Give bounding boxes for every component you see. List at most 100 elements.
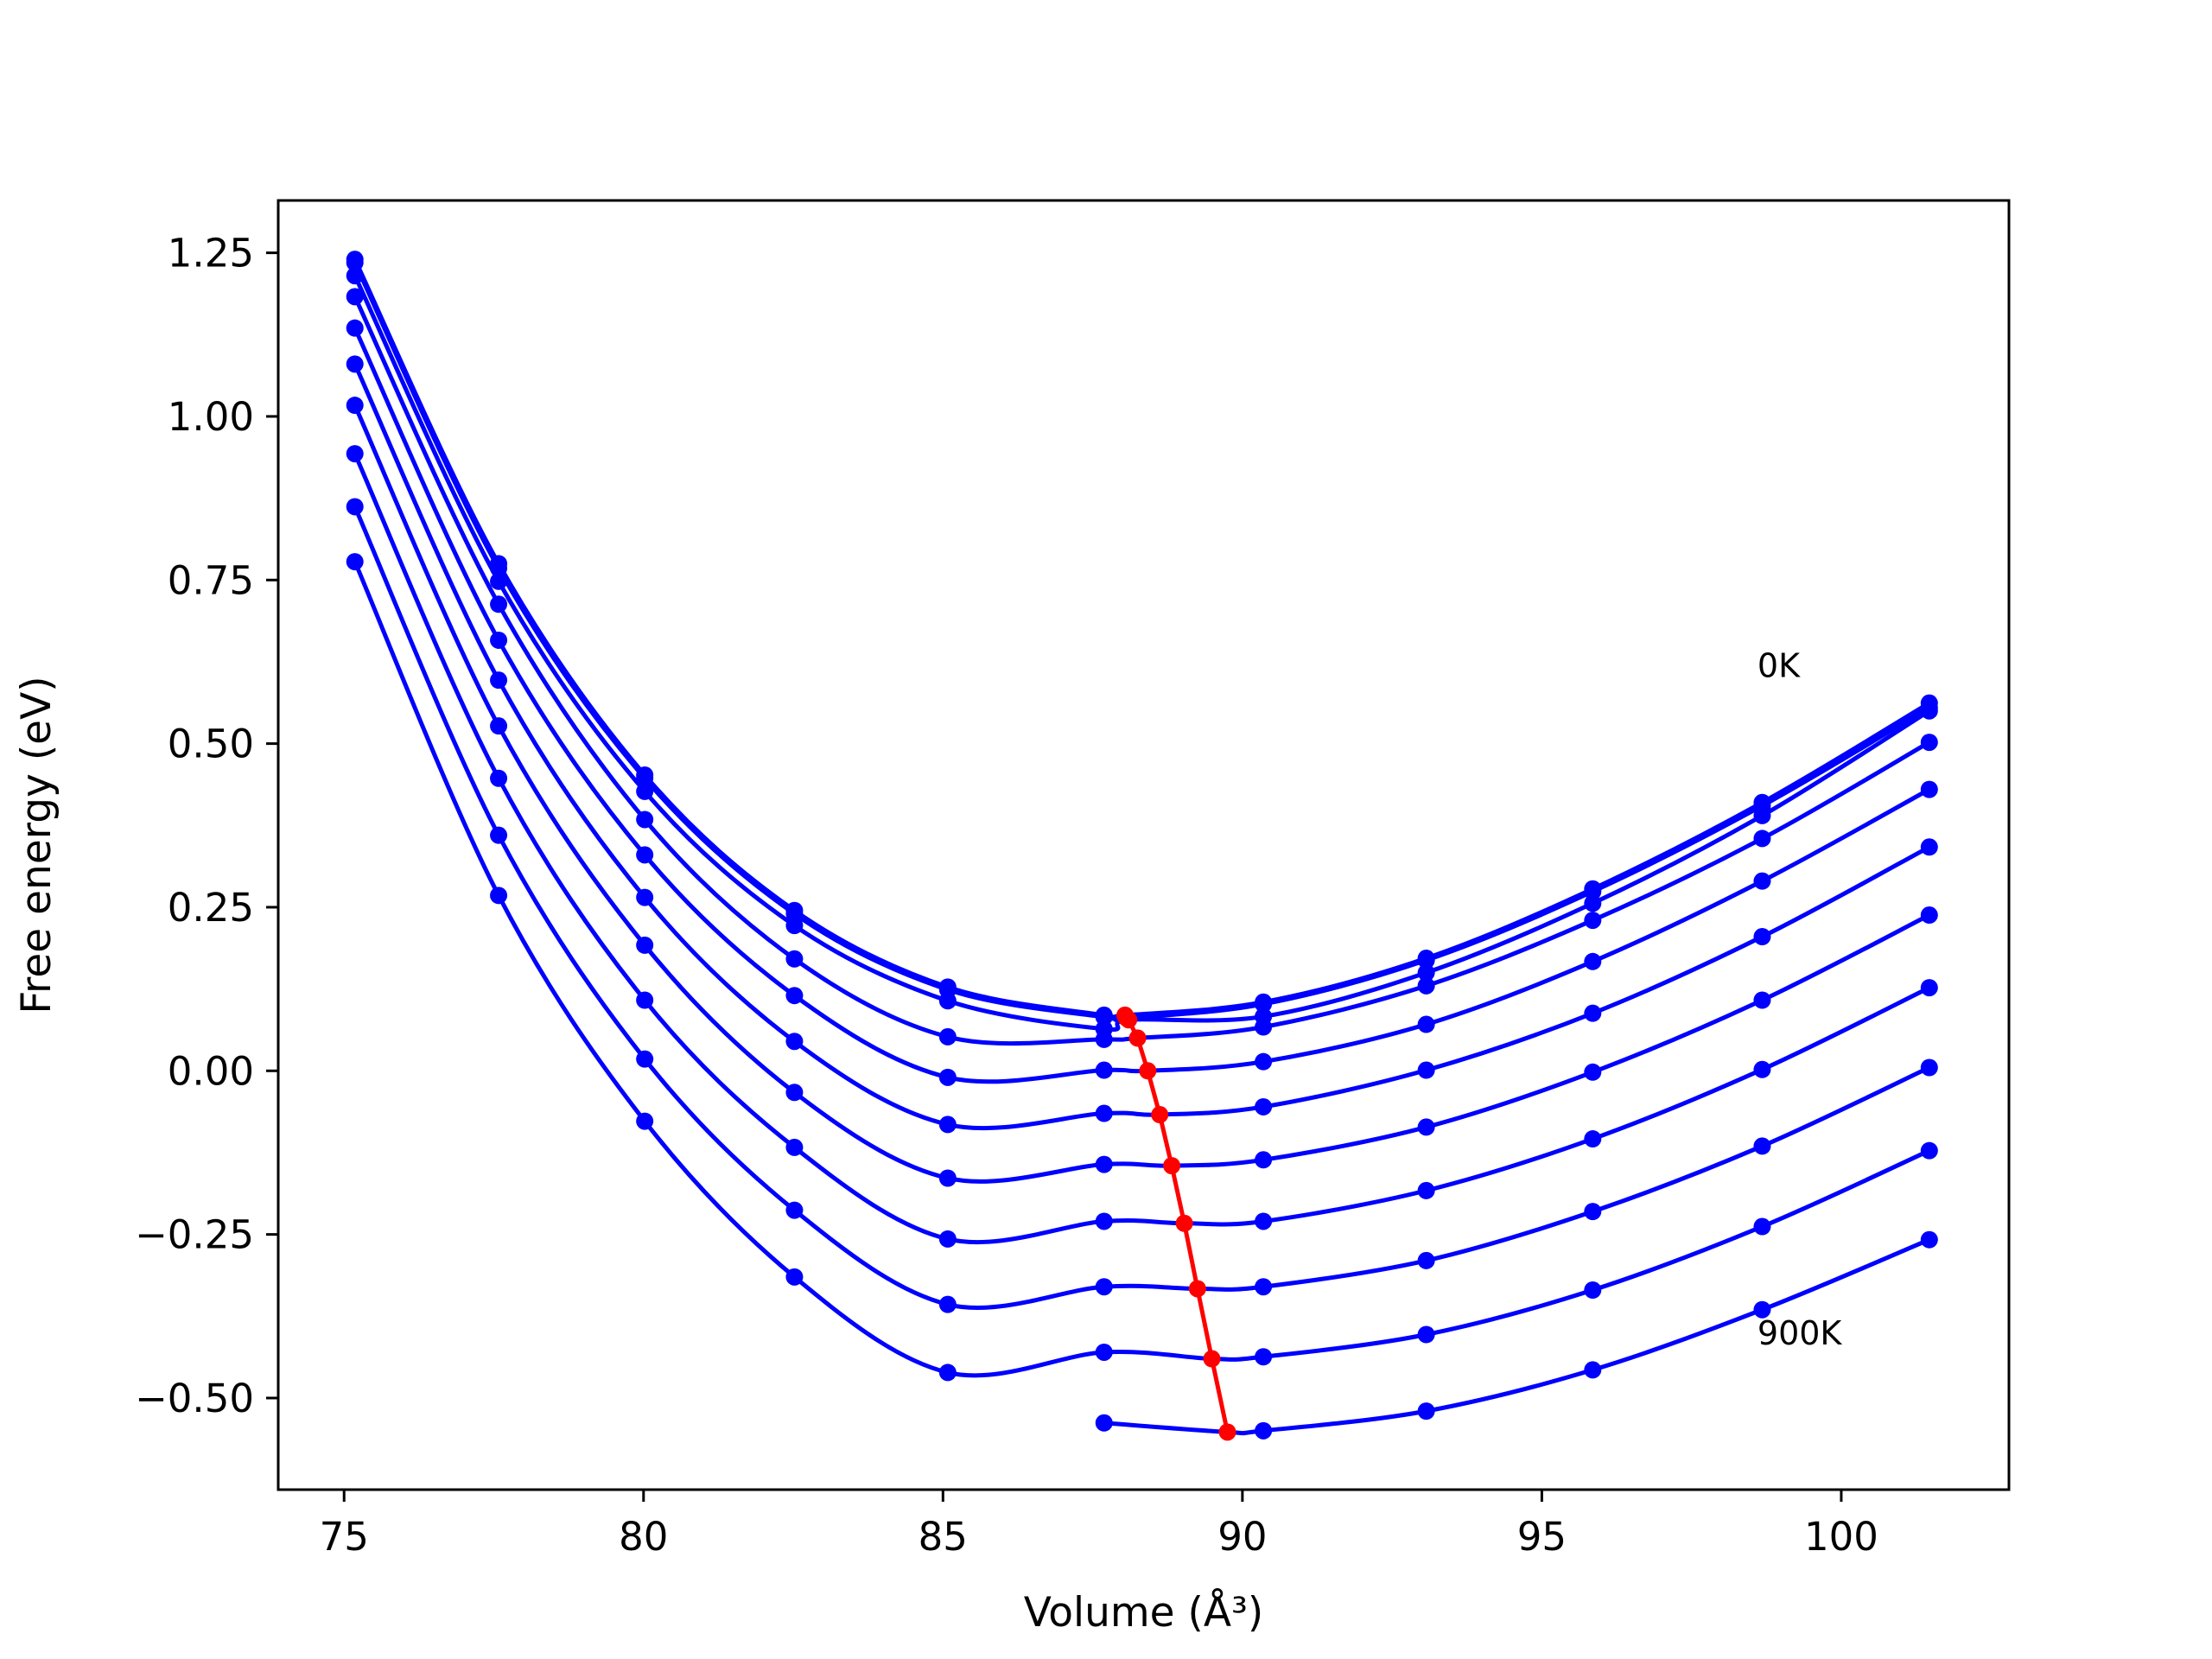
data-point [1417, 1061, 1435, 1079]
data-point [1095, 1212, 1113, 1230]
data-point [1920, 1141, 1938, 1160]
data-point [490, 631, 508, 649]
data-point [1753, 928, 1771, 946]
data-point [1095, 1343, 1113, 1361]
data-point [490, 671, 508, 690]
minimum-point [1163, 1157, 1181, 1175]
data-point [1095, 1030, 1113, 1048]
data-point [346, 319, 364, 337]
plot-frame [276, 199, 2011, 1491]
data-point [1255, 1348, 1273, 1366]
data-point [1095, 1104, 1113, 1122]
data-point [490, 887, 508, 905]
data-point [1920, 1058, 1938, 1077]
data-point [1417, 1251, 1435, 1269]
data-point [1584, 1281, 1602, 1300]
series-line-1 [353, 261, 1931, 1023]
data-point [938, 1027, 957, 1046]
x-axis-label: Volume (Å³) [1024, 1589, 1263, 1637]
minimum-point [1175, 1214, 1193, 1232]
data-point [785, 1084, 804, 1102]
data-point [938, 1230, 957, 1248]
data-point [490, 717, 508, 735]
y-tick-label: 0.25 [168, 885, 254, 931]
data-point [1255, 995, 1273, 1014]
data-point [346, 498, 364, 516]
data-point [938, 1363, 957, 1382]
series-line-8 [353, 505, 1930, 1310]
data-point [636, 769, 654, 787]
x-tick-label: 80 [619, 1514, 668, 1560]
y-tick-label: −0.50 [135, 1376, 254, 1421]
data-point [636, 1112, 654, 1130]
data-point [1255, 1151, 1273, 1169]
data-point [785, 1268, 804, 1286]
y-tick-label: −0.25 [135, 1212, 254, 1258]
y-tick-label: 0.00 [168, 1048, 254, 1094]
data-point [1920, 1230, 1938, 1249]
minimum-point [1188, 1280, 1206, 1298]
curve-layer [346, 251, 1938, 1440]
y-tick-label: 0.75 [168, 557, 254, 603]
data-point [1920, 906, 1938, 925]
data-point [1920, 780, 1938, 798]
data-point [938, 1169, 957, 1187]
minimum-point [1139, 1062, 1157, 1080]
y-axis-label: Free energy (eV) [13, 676, 60, 1014]
data-point [1255, 1278, 1273, 1296]
data-point [1095, 1278, 1113, 1296]
data-point [346, 397, 364, 415]
data-point [1417, 976, 1435, 995]
data-point [636, 1050, 654, 1068]
data-point [1255, 1421, 1273, 1440]
x-tick-label: 75 [320, 1514, 369, 1560]
minimum-point [1203, 1350, 1221, 1368]
data-point [1095, 1414, 1113, 1432]
y-tick-label: 0.50 [168, 721, 254, 767]
data-point [1417, 1402, 1435, 1421]
data-point [1417, 963, 1435, 982]
data-point [1255, 1018, 1273, 1036]
data-point [1417, 1015, 1435, 1033]
minimum-point [1128, 1029, 1147, 1047]
data-point [1920, 702, 1938, 720]
data-point [346, 553, 364, 571]
data-point [1584, 952, 1602, 970]
data-point [938, 1116, 957, 1134]
data-point [938, 1068, 957, 1086]
data-point [1255, 1052, 1273, 1071]
data-point [1753, 1137, 1771, 1155]
series-line-0 [353, 258, 1931, 1020]
data-point [1417, 1118, 1435, 1136]
data-point [1920, 979, 1938, 997]
data-point [1753, 1300, 1771, 1319]
data-point [1417, 1325, 1435, 1344]
data-point [636, 936, 654, 954]
annotation-900k: 900K [1758, 1314, 1843, 1352]
data-point [785, 1033, 804, 1051]
data-point [785, 1138, 804, 1156]
data-point [490, 572, 508, 590]
data-point [346, 253, 364, 271]
data-point [785, 1201, 804, 1219]
minimum-point [1218, 1423, 1236, 1441]
data-point [490, 595, 508, 613]
data-point [938, 1295, 957, 1313]
data-point [1095, 1061, 1113, 1079]
data-point [636, 846, 654, 864]
tick-layer: 75 80 85 90 95 100 −0.50 −0.25 0.00 0.25 0.50 0.75 1… [135, 231, 1878, 1560]
data-point [1417, 1181, 1435, 1199]
annotation-0k: 0K [1758, 647, 1801, 685]
data-point [346, 445, 364, 463]
data-point [490, 769, 508, 787]
data-point [346, 267, 364, 285]
y-tick-label: 1.00 [168, 394, 254, 440]
data-point [1753, 1060, 1771, 1078]
data-point [636, 888, 654, 906]
x-tick-label: 90 [1217, 1514, 1267, 1560]
data-point [785, 917, 804, 935]
data-point [1753, 806, 1771, 824]
data-point [1255, 1212, 1273, 1230]
data-point [1584, 1203, 1602, 1221]
